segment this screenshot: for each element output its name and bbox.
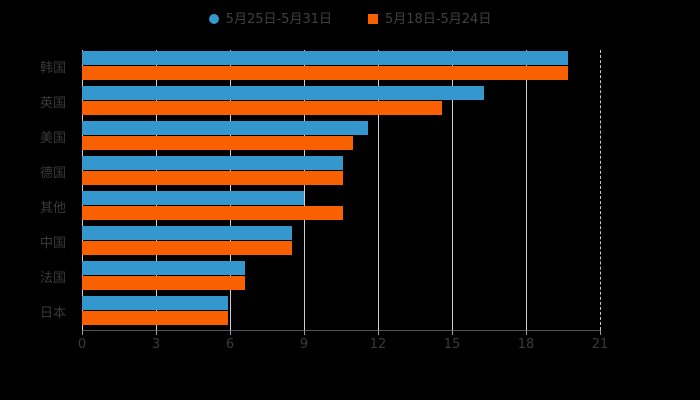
bar[interactable] — [82, 206, 344, 220]
x-axis-label: 12 — [369, 337, 387, 352]
gridline-0 — [82, 50, 83, 330]
bar[interactable] — [82, 276, 245, 290]
bar-group — [82, 120, 600, 155]
x-axis: 0 3 6 9 12 15 18 21 — [78, 330, 608, 358]
x-axis-label: 6 — [225, 337, 235, 352]
bar[interactable] — [82, 191, 304, 205]
y-axis-label: 德国 — [39, 165, 66, 181]
bar[interactable] — [82, 226, 292, 240]
y-axis-labels: 韩国英国美国德国其他中国法国日本 — [0, 50, 76, 330]
x-tick — [304, 330, 305, 335]
x-axis-label: 3 — [151, 337, 161, 352]
bar[interactable] — [82, 101, 443, 115]
gridline-9 — [304, 50, 305, 330]
x-axis-baseline — [82, 330, 600, 331]
y-axis-label: 其他 — [39, 200, 66, 216]
bar[interactable] — [82, 51, 568, 65]
gridlines — [82, 50, 601, 330]
square-marker-icon — [368, 14, 378, 24]
bar[interactable] — [82, 136, 354, 150]
bar-group — [82, 260, 600, 295]
chart-legend: 5月25日-5月31日 5月18日-5月24日 — [0, 8, 700, 30]
bar[interactable] — [82, 66, 568, 80]
x-tick — [82, 330, 83, 335]
bar-group — [82, 155, 600, 190]
bar-group — [82, 85, 600, 120]
x-axis-label: 0 — [77, 337, 87, 352]
y-axis-label: 美国 — [39, 130, 66, 146]
x-tick — [378, 330, 379, 335]
x-axis-label: 21 — [591, 337, 609, 352]
y-axis-label: 中国 — [39, 235, 66, 251]
bar[interactable] — [82, 156, 344, 170]
gridline-6 — [230, 50, 231, 330]
bar-group — [82, 225, 600, 260]
plot-area — [82, 50, 601, 330]
y-axis-label: 韩国 — [39, 60, 66, 76]
legend-item-series-1[interactable]: 5月25日-5月31日 — [208, 11, 332, 27]
y-axis-label: 英国 — [39, 95, 66, 111]
gridline-21 — [600, 50, 601, 330]
bar[interactable] — [82, 241, 292, 255]
bar[interactable] — [82, 121, 369, 135]
y-axis-label: 法国 — [39, 270, 66, 286]
x-tick — [600, 330, 601, 335]
gridline-15 — [452, 50, 453, 330]
y-axis-label: 日本 — [39, 305, 66, 321]
legend-label-series-1: 5月25日-5月31日 — [225, 11, 332, 27]
bar-group — [82, 50, 600, 85]
gridline-18 — [526, 50, 527, 330]
x-axis-label: 15 — [443, 337, 461, 352]
bar-group — [82, 190, 600, 225]
bar[interactable] — [82, 171, 344, 185]
x-axis-label: 18 — [517, 337, 535, 352]
x-tick — [230, 330, 231, 335]
bar[interactable] — [82, 311, 228, 325]
bar[interactable] — [82, 296, 228, 310]
x-tick — [452, 330, 453, 335]
bar-group — [82, 295, 600, 330]
x-tick — [526, 330, 527, 335]
bar[interactable] — [82, 261, 245, 275]
circle-marker-icon — [208, 14, 219, 24]
gridline-12 — [378, 50, 379, 330]
legend-item-series-2[interactable]: 5月18日-5月24日 — [368, 13, 491, 26]
bar-rows — [82, 50, 600, 330]
gridline-3 — [156, 50, 157, 330]
bar[interactable] — [82, 86, 485, 100]
x-tick — [156, 330, 157, 335]
legend-label-series-2: 5月18日-5月24日 — [385, 11, 492, 27]
x-axis-label: 9 — [299, 337, 309, 352]
